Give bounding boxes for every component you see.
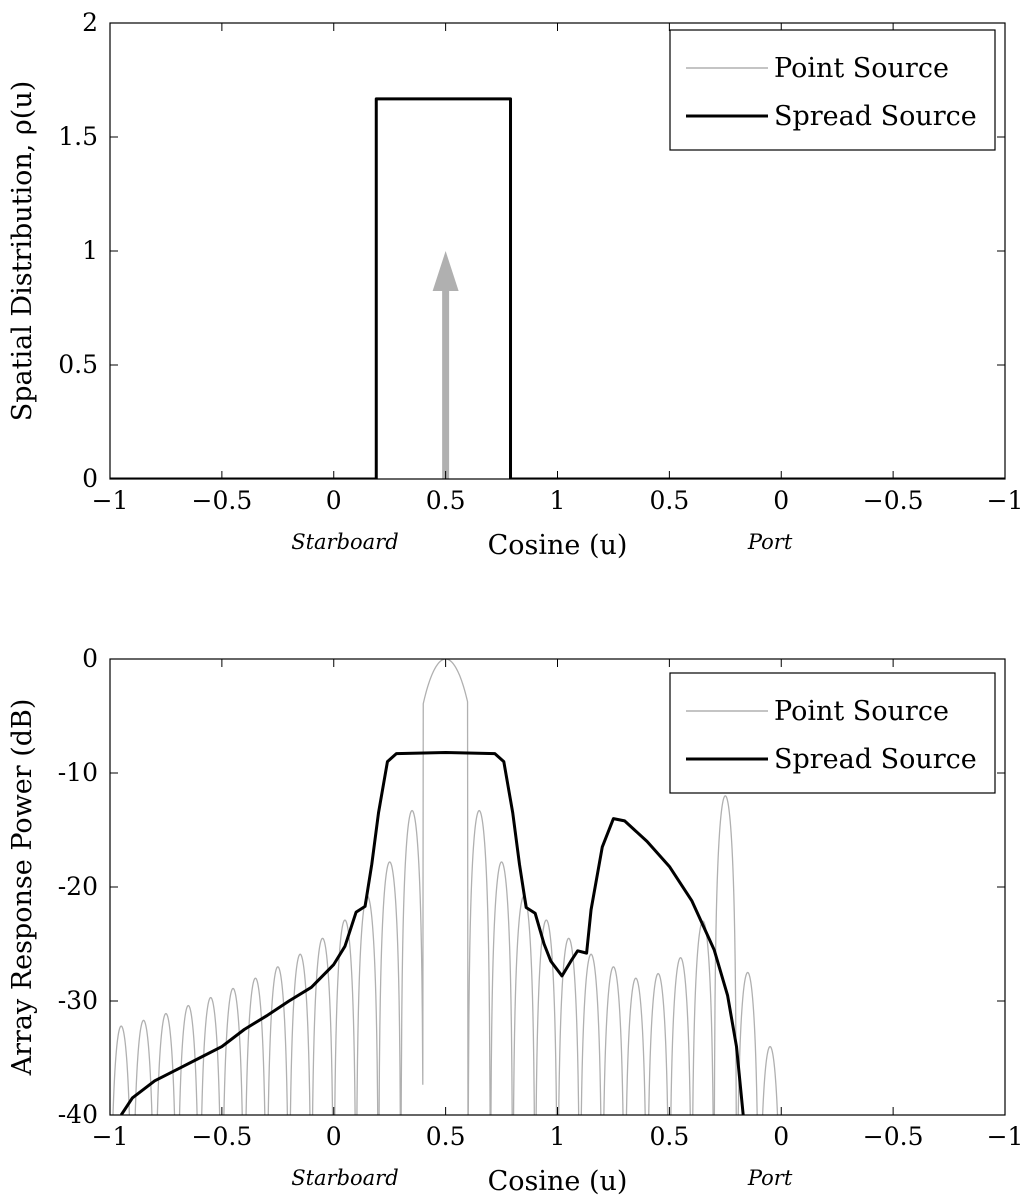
x-axis-label: Cosine (u) [488,530,628,561]
x-tick-label: 0.5 [426,1122,466,1151]
x-axis-label: Cosine (u) [488,1166,628,1197]
y-tick-label: 2 [82,8,98,37]
y-axis-label: Spatial Distribution, ρ(u) [7,81,38,422]
legend-entry: Spread Source [774,744,977,775]
x-tick-label: 0.5 [649,1122,689,1151]
y-tick-label: 0 [82,644,98,673]
port-label: Port [747,1166,793,1190]
y-tick-label: 1.5 [58,122,98,151]
series-spread-source [119,750,745,1115]
y-tick-label: -40 [58,1100,98,1129]
x-tick-label: −1 [92,486,129,515]
legend: Point Source Spread Source [669,29,996,151]
x-tick-label: 1 [550,486,566,515]
y-tick-label: 0.5 [58,350,98,379]
series-group [110,97,1005,479]
x-tick-label: −0.5 [192,486,253,515]
legend: Point Source Spread Source [669,672,996,794]
port-label: Port [747,530,793,554]
legend-box [669,29,996,151]
legend-entry: Point Source [774,53,949,84]
x-tick-label: −1 [987,1122,1024,1151]
point-source-arrow-head [432,251,459,291]
x-tick-label: −0.5 [863,486,924,515]
series-point-source [112,659,779,1115]
y-tick-label: -20 [58,872,98,901]
legend-entry: Point Source [774,696,949,727]
x-tick-label: 1 [550,1122,566,1151]
x-tick-label: 0 [773,1122,789,1151]
starboard-label: Starboard [291,1166,398,1190]
x-tick-label: 0.5 [426,486,466,515]
x-tick-label: −0.5 [863,1122,924,1151]
x-tick-label: −1 [92,1122,129,1151]
x-tick-label: 0.5 [649,486,689,515]
y-tick-label: -30 [58,986,98,1015]
x-tick-label: −1 [987,486,1024,515]
y-axis-label: Array Response Power (dB) [7,699,38,1077]
x-tick-label: 0 [326,486,342,515]
legend-entry: Spread Source [774,101,977,132]
x-tick-label: 0 [773,486,789,515]
x-tick-label: 0 [326,1122,342,1151]
y-tick-label: 1 [82,236,98,265]
x-tick-label: −0.5 [192,1122,253,1151]
chart-2: −1 −0.5 0 0.5 1 0.5 0 −0.5 −1 0 -10 -20 -30 -40 Cosine… [7,644,1023,1197]
starboard-label: Starboard [291,530,398,554]
y-tick-label: -10 [58,758,98,787]
y-tick-label: 0 [82,464,98,493]
legend-box [669,672,996,794]
series-spread-source [110,97,1005,479]
series-group [112,659,779,1115]
